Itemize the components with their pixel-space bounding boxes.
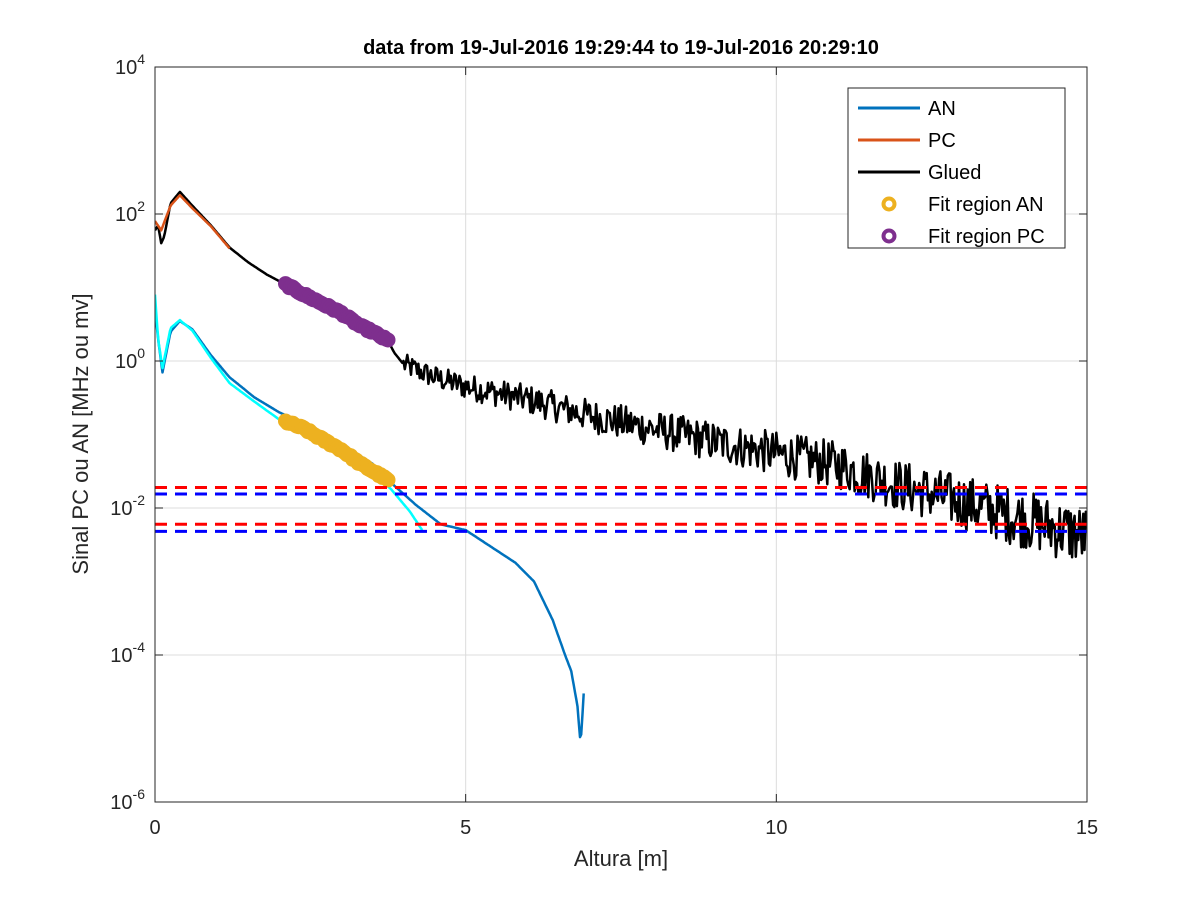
axis-ticks: 0 5 10 15 10-6 10-4 10-2 100 102 104 [110, 51, 1098, 839]
y-axis-label: Sinal PC ou AN [MHz ou mv] [68, 293, 93, 574]
legend-marker-swatch [881, 228, 897, 244]
x-tick-label: 15 [1076, 817, 1098, 839]
y-tick-label: 104 [115, 51, 145, 79]
legend-label: AN [928, 98, 956, 120]
fit-marker [380, 332, 396, 348]
y-tick-label: 10-2 [110, 492, 145, 520]
legend: AN PC Glued Fit region AN Fit region PC [847, 87, 1066, 249]
y-tick-label: 10-4 [110, 639, 145, 667]
legend-label: Glued [928, 162, 981, 184]
y-tick-label: 10-6 [110, 786, 145, 814]
x-tick-label: 10 [765, 817, 787, 839]
series-pc [155, 193, 231, 250]
chart-title: data from 19-Jul-2016 19:29:44 to 19-Jul… [363, 37, 879, 59]
y-tick-label: 102 [115, 198, 145, 226]
y-tick-label: 100 [115, 345, 145, 373]
fit-marker [380, 472, 396, 488]
series-fit-region-pc [277, 276, 396, 348]
x-tick-label: 5 [460, 817, 471, 839]
plot-frame [154, 66, 1088, 803]
legend-label: Fit region PC [928, 226, 1045, 248]
series-fit-region-an [277, 413, 396, 488]
legend-label: PC [928, 130, 956, 152]
legend-marker-swatch [881, 196, 897, 212]
x-axis-label: Altura [m] [574, 846, 668, 871]
legend-box [847, 87, 1066, 249]
legend-label: Fit region AN [928, 194, 1044, 216]
x-tick-label: 0 [149, 817, 160, 839]
